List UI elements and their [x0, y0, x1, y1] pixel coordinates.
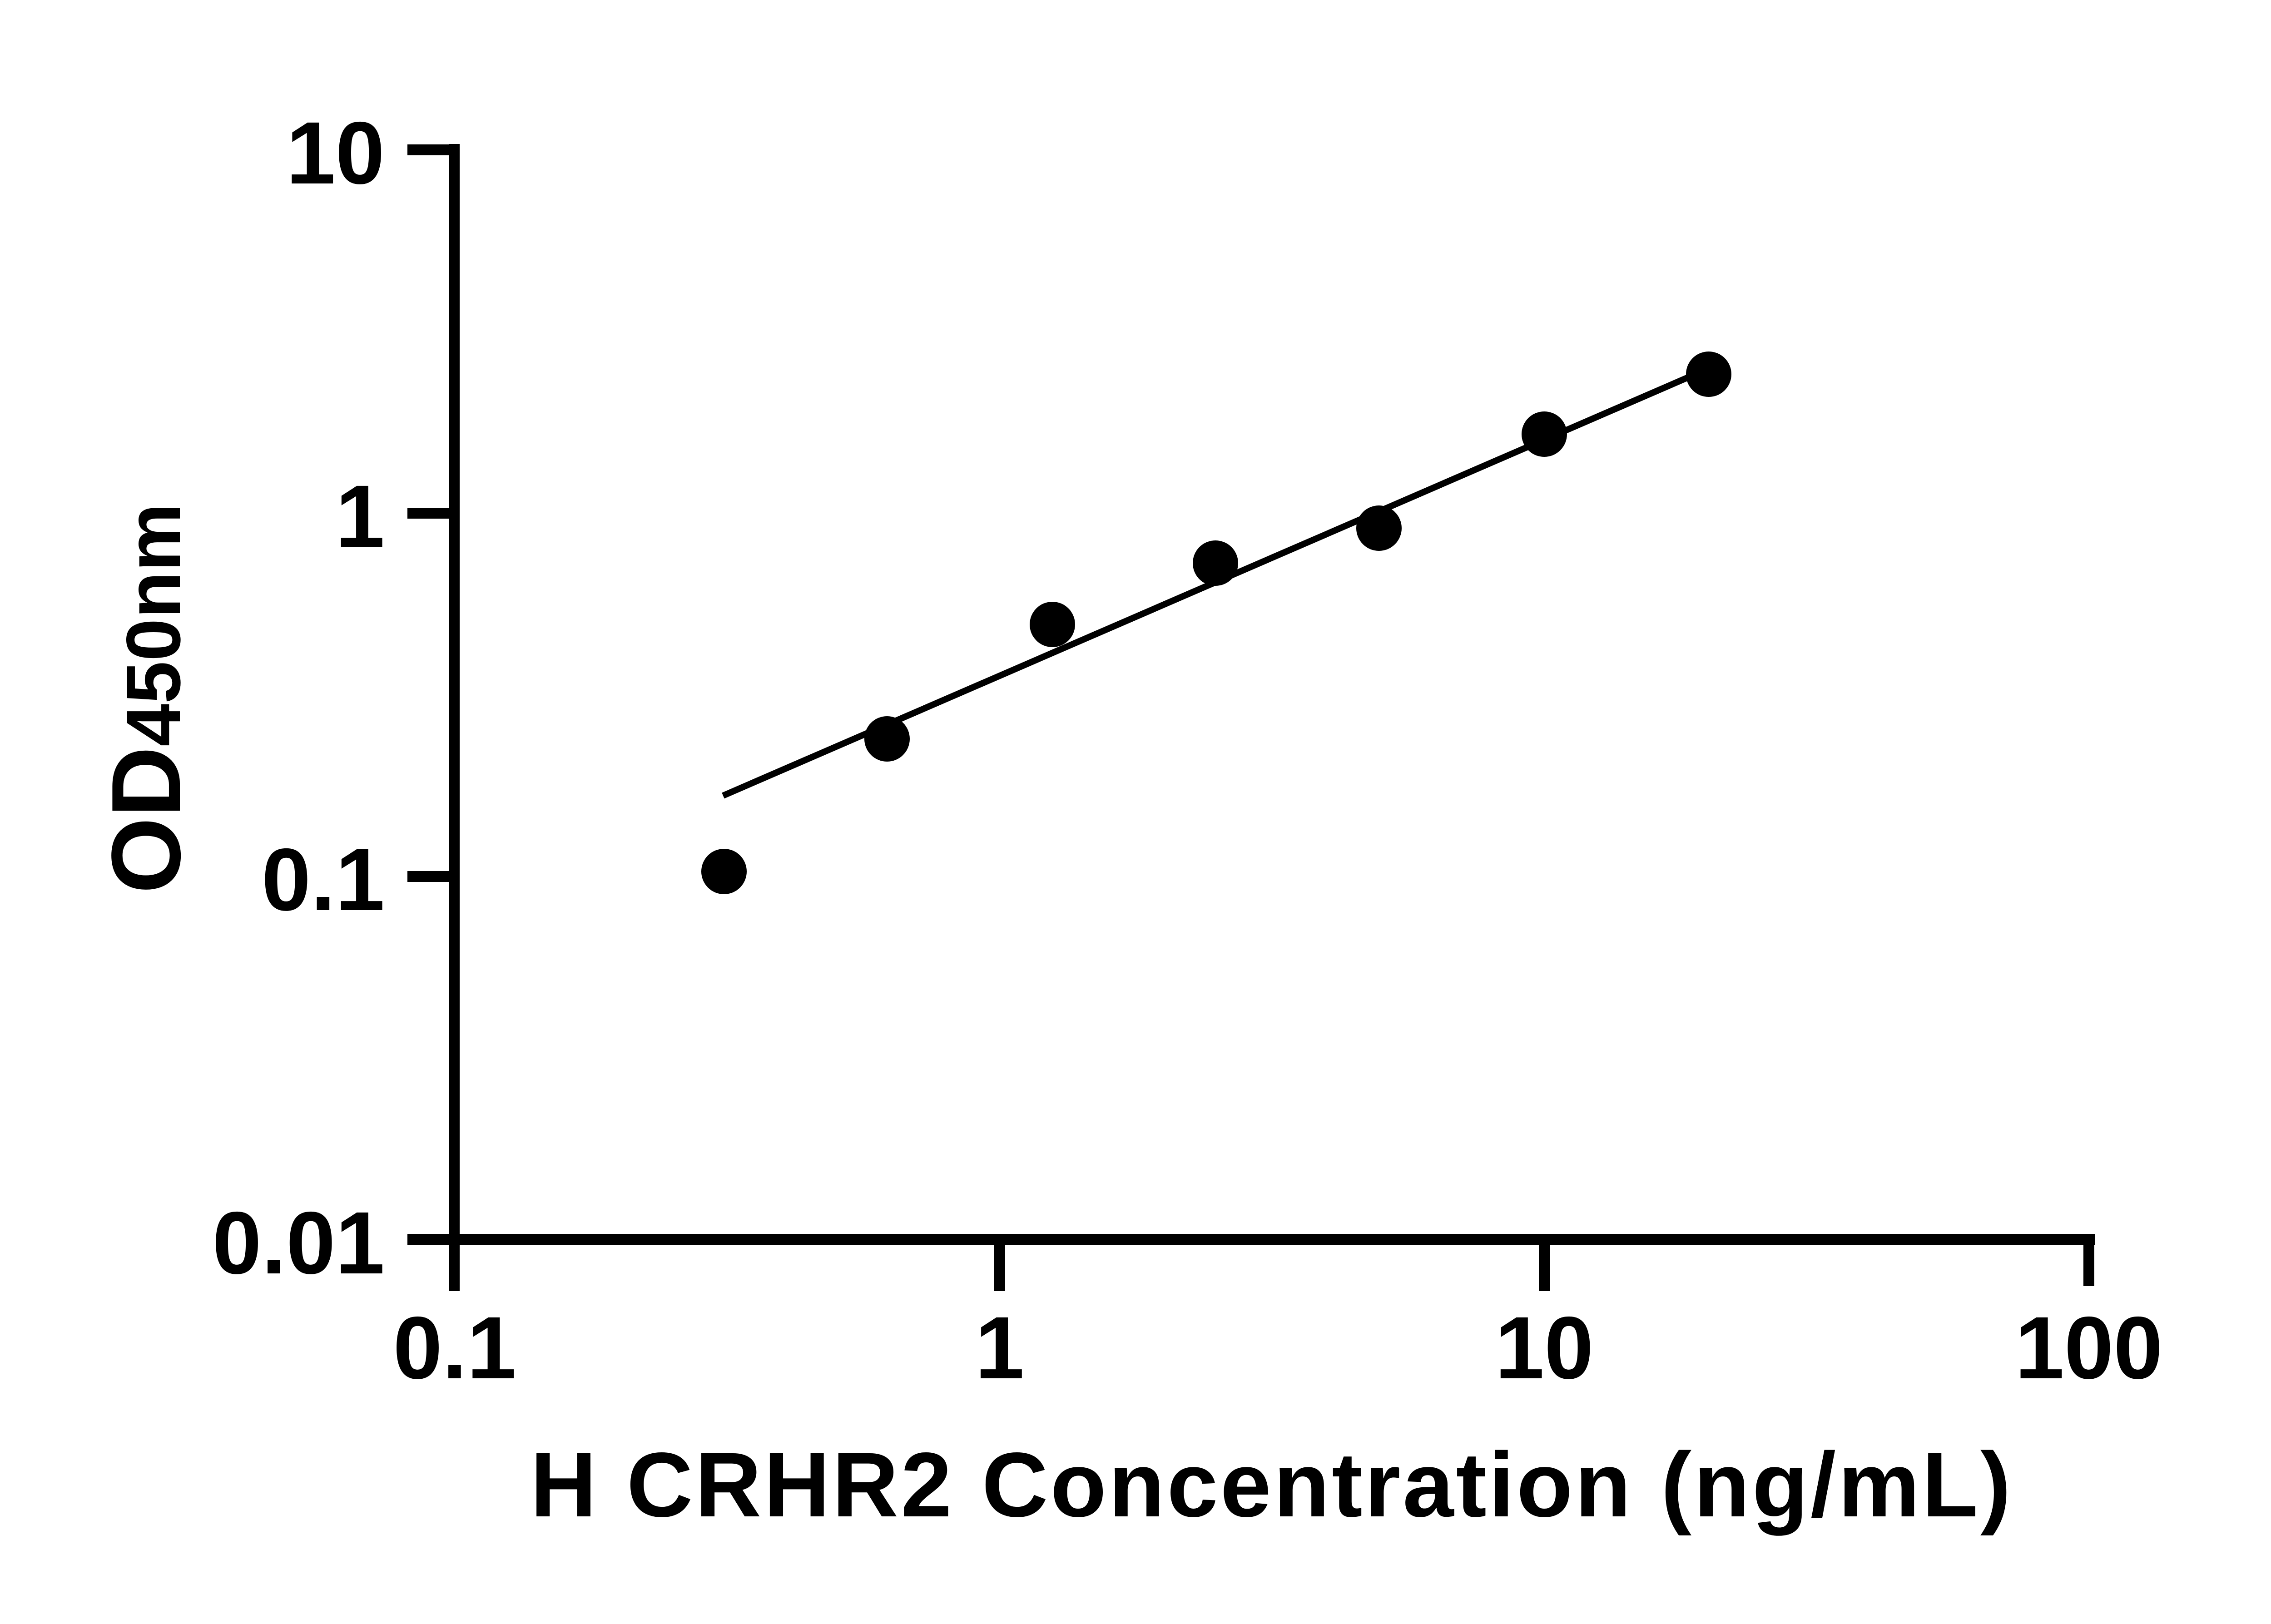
svg-text:0.1: 0.1	[393, 1298, 516, 1397]
svg-text:0.1: 0.1	[262, 830, 385, 929]
svg-text:H CRHR2 Concentration (ng/mL): H CRHR2 Concentration (ng/mL)	[531, 1433, 2013, 1536]
svg-text:0.01: 0.01	[212, 1193, 385, 1292]
svg-text:1: 1	[336, 467, 385, 566]
svg-text:10: 10	[286, 104, 385, 203]
svg-text:100: 100	[2015, 1298, 2162, 1397]
svg-text:1: 1	[975, 1298, 1024, 1397]
svg-text:10: 10	[1495, 1298, 1594, 1397]
svg-text:OD450nm: OD450nm	[91, 503, 201, 893]
